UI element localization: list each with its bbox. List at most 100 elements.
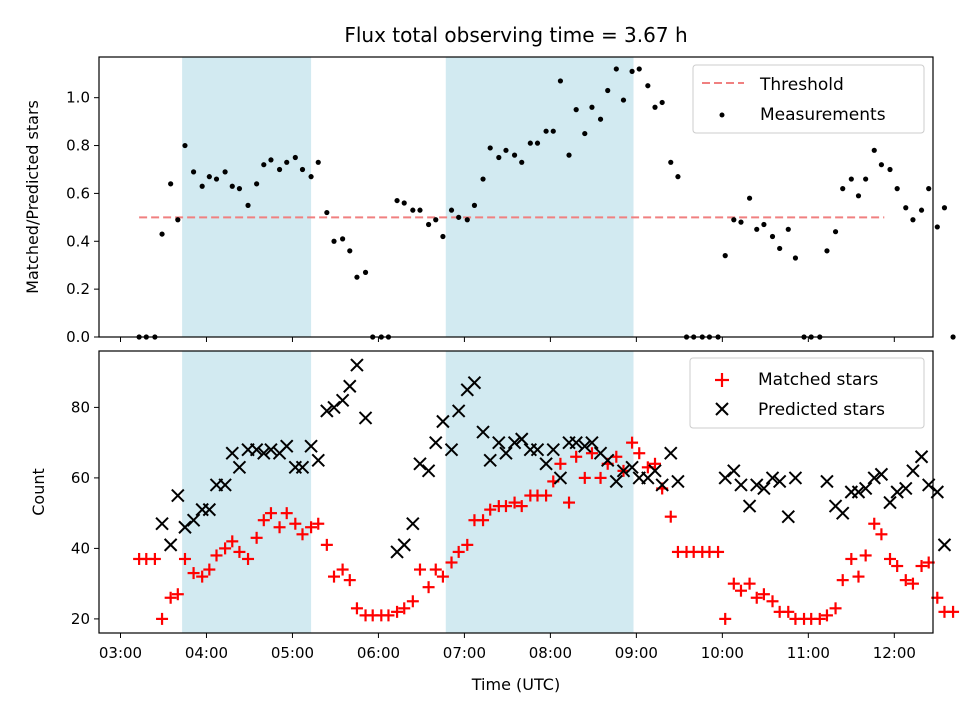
matched-star-point: [391, 605, 404, 618]
count-legend-box: [689, 357, 925, 429]
matched-star-point: [750, 591, 763, 604]
predicted-star-point: [171, 488, 185, 503]
measurement-point: [410, 207, 416, 213]
predicted-star-point: [280, 439, 294, 453]
matched-star-point: [196, 570, 209, 583]
measurement-point: [487, 145, 493, 151]
predicted-star-point: [429, 435, 443, 450]
measurement-point: [229, 183, 235, 189]
measurement-point: [534, 140, 541, 146]
legend-threshold-label: Threshold: [759, 75, 844, 95]
matched-star-point: [429, 563, 442, 576]
matched-star-point: [743, 577, 756, 590]
predicted-star-point: [874, 467, 889, 482]
x-tick-label: 03:00: [99, 644, 142, 662]
predicted-star-point: [851, 485, 866, 499]
ratio-y-axis-ticks: 0.0 0.2 0.4 0.6 0.8 1.0: [66, 89, 99, 346]
matched-star-point: [250, 531, 263, 544]
predicted-star-point: [311, 453, 325, 467]
measurement-point: [503, 147, 509, 153]
predicted-star-point: [163, 538, 178, 552]
measurement-point: [887, 166, 893, 173]
predicted-star-point: [914, 450, 929, 464]
measurement-point: [354, 274, 360, 280]
predicted-star-point: [781, 509, 795, 524]
predicted-star-point: [320, 404, 334, 418]
matched-star-point: [813, 612, 826, 625]
measurement-point: [527, 140, 533, 146]
predicted-star-point: [483, 453, 497, 467]
measurement-point: [168, 181, 174, 187]
matched-star-point: [398, 602, 411, 615]
measurement-point: [792, 255, 799, 261]
matched-star-point: [148, 552, 161, 565]
x-tick-label: 05:00: [271, 644, 314, 662]
predicted-star-point: [655, 478, 669, 492]
y-tick-label: 0.8: [66, 137, 90, 155]
matched-star-point: [875, 528, 888, 541]
legend-matched-swatch: [715, 373, 729, 387]
predicted-star-point: [413, 457, 427, 471]
matched-star-point: [852, 570, 865, 583]
measurement-point: [276, 166, 283, 173]
matched-star-point: [757, 588, 770, 601]
measurement-point: [950, 334, 956, 340]
matched-star-point: [906, 577, 919, 590]
matched-star-point: [273, 521, 286, 534]
y-tick-label: 0.6: [66, 184, 90, 202]
predicted-star-point: [492, 435, 506, 450]
legend-predicted-swatch: [715, 402, 729, 416]
y-tick-label: 60: [71, 469, 90, 487]
matched-star-point: [406, 595, 419, 608]
y-tick-label: 0.0: [66, 328, 90, 346]
matched-star-point: [540, 489, 553, 502]
measurement-point: [855, 193, 862, 199]
matched-star-point: [233, 545, 246, 558]
matched-star-point: [766, 595, 779, 608]
count-y-axis-ticks: 20 40 60 80: [71, 398, 99, 628]
measurement-point: [315, 159, 321, 165]
matched-star-point: [712, 545, 725, 558]
matched-star-point: [413, 563, 426, 576]
predicted-star-point: [757, 481, 771, 496]
shaded-span-2: [445, 351, 634, 633]
ratio-legend-box: [692, 64, 925, 134]
matched-star-point: [820, 609, 833, 622]
measurement-point: [629, 68, 635, 74]
ratio-x-ticks: [119, 337, 895, 342]
predicted-star-point: [750, 478, 764, 492]
measurement-point: [245, 202, 251, 208]
measurement-point: [299, 166, 306, 173]
predicted-star-point: [335, 393, 350, 408]
matched-star-point: [734, 584, 747, 597]
measurement-point: [597, 116, 604, 122]
measurement-point: [557, 78, 564, 84]
matched-star-point: [164, 591, 177, 604]
measurement-point: [754, 226, 760, 232]
matched-star-point: [859, 549, 872, 562]
predicted-star-point: [883, 495, 897, 510]
ratio-y-axis-label: Matched/Predicted stars: [23, 100, 42, 294]
measurement-point: [543, 128, 549, 134]
predicted-star-point: [899, 481, 913, 496]
predicted-star-point: [515, 432, 529, 446]
matched-star-point: [727, 577, 740, 590]
matched-star-point: [187, 567, 200, 580]
measurement-point: [910, 217, 916, 223]
measurement-point: [440, 233, 446, 240]
matched-star-point: [782, 605, 795, 618]
predicted-star-point: [155, 517, 169, 531]
predicted-star-point: [304, 439, 318, 453]
predicted-star-point: [553, 471, 568, 485]
matched-star-point: [626, 436, 639, 449]
count-plot-frame: [98, 350, 934, 634]
measurement-point: [863, 176, 869, 182]
shaded-span-2: [445, 57, 634, 337]
predicted-star-point: [734, 478, 748, 492]
measurement-point: [934, 224, 940, 230]
matched-star-point: [594, 471, 607, 484]
matched-star-point: [422, 581, 435, 594]
measurement-point: [340, 236, 346, 242]
x-tick-label: 08:00: [529, 644, 572, 662]
matched-star-point: [226, 535, 239, 548]
